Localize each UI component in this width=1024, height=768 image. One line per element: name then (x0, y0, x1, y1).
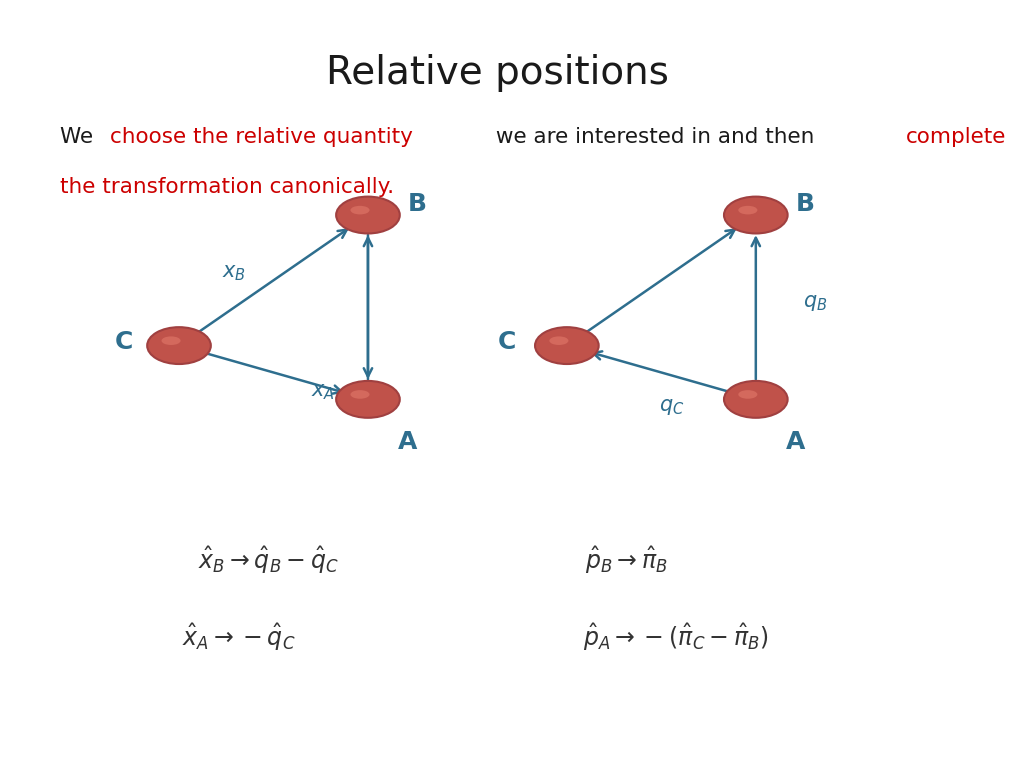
Text: Relative positions: Relative positions (326, 54, 669, 91)
Text: $\hat{x}_B \rightarrow \hat{q}_B - \hat{q}_C$: $\hat{x}_B \rightarrow \hat{q}_B - \hat{… (198, 545, 339, 576)
Text: $\hat{p}_A \rightarrow -(\hat{\pi}_C - \hat{\pi}_B)$: $\hat{p}_A \rightarrow -(\hat{\pi}_C - \… (584, 622, 769, 653)
Text: $q_C$: $q_C$ (658, 397, 684, 417)
Text: complete: complete (905, 127, 1006, 147)
Text: $\hat{p}_B \rightarrow \hat{\pi}_B$: $\hat{p}_B \rightarrow \hat{\pi}_B$ (585, 545, 668, 576)
Ellipse shape (147, 327, 211, 364)
Ellipse shape (336, 381, 399, 418)
Ellipse shape (336, 197, 399, 233)
Text: We: We (59, 127, 99, 147)
Ellipse shape (350, 206, 370, 214)
Text: C: C (498, 329, 516, 354)
Ellipse shape (549, 336, 568, 345)
Text: we are interested in and then: we are interested in and then (489, 127, 821, 147)
Text: $q_B$: $q_B$ (803, 293, 827, 313)
Text: choose the relative quantity: choose the relative quantity (110, 127, 413, 147)
Ellipse shape (738, 390, 758, 399)
Ellipse shape (350, 390, 370, 399)
Text: B: B (796, 191, 815, 216)
Text: B: B (409, 191, 427, 216)
Ellipse shape (724, 381, 787, 418)
Ellipse shape (738, 206, 758, 214)
Text: $x_A$: $x_A$ (311, 382, 335, 402)
Text: the transformation canonically.: the transformation canonically. (59, 177, 394, 197)
Text: C: C (115, 329, 133, 354)
Ellipse shape (535, 327, 599, 364)
Text: $\hat{x}_A \rightarrow -\hat{q}_C$: $\hat{x}_A \rightarrow -\hat{q}_C$ (182, 622, 296, 653)
Ellipse shape (724, 197, 787, 233)
Text: A: A (398, 429, 418, 454)
Text: A: A (785, 429, 805, 454)
Ellipse shape (162, 336, 180, 345)
Text: $x_B$: $x_B$ (221, 263, 246, 283)
